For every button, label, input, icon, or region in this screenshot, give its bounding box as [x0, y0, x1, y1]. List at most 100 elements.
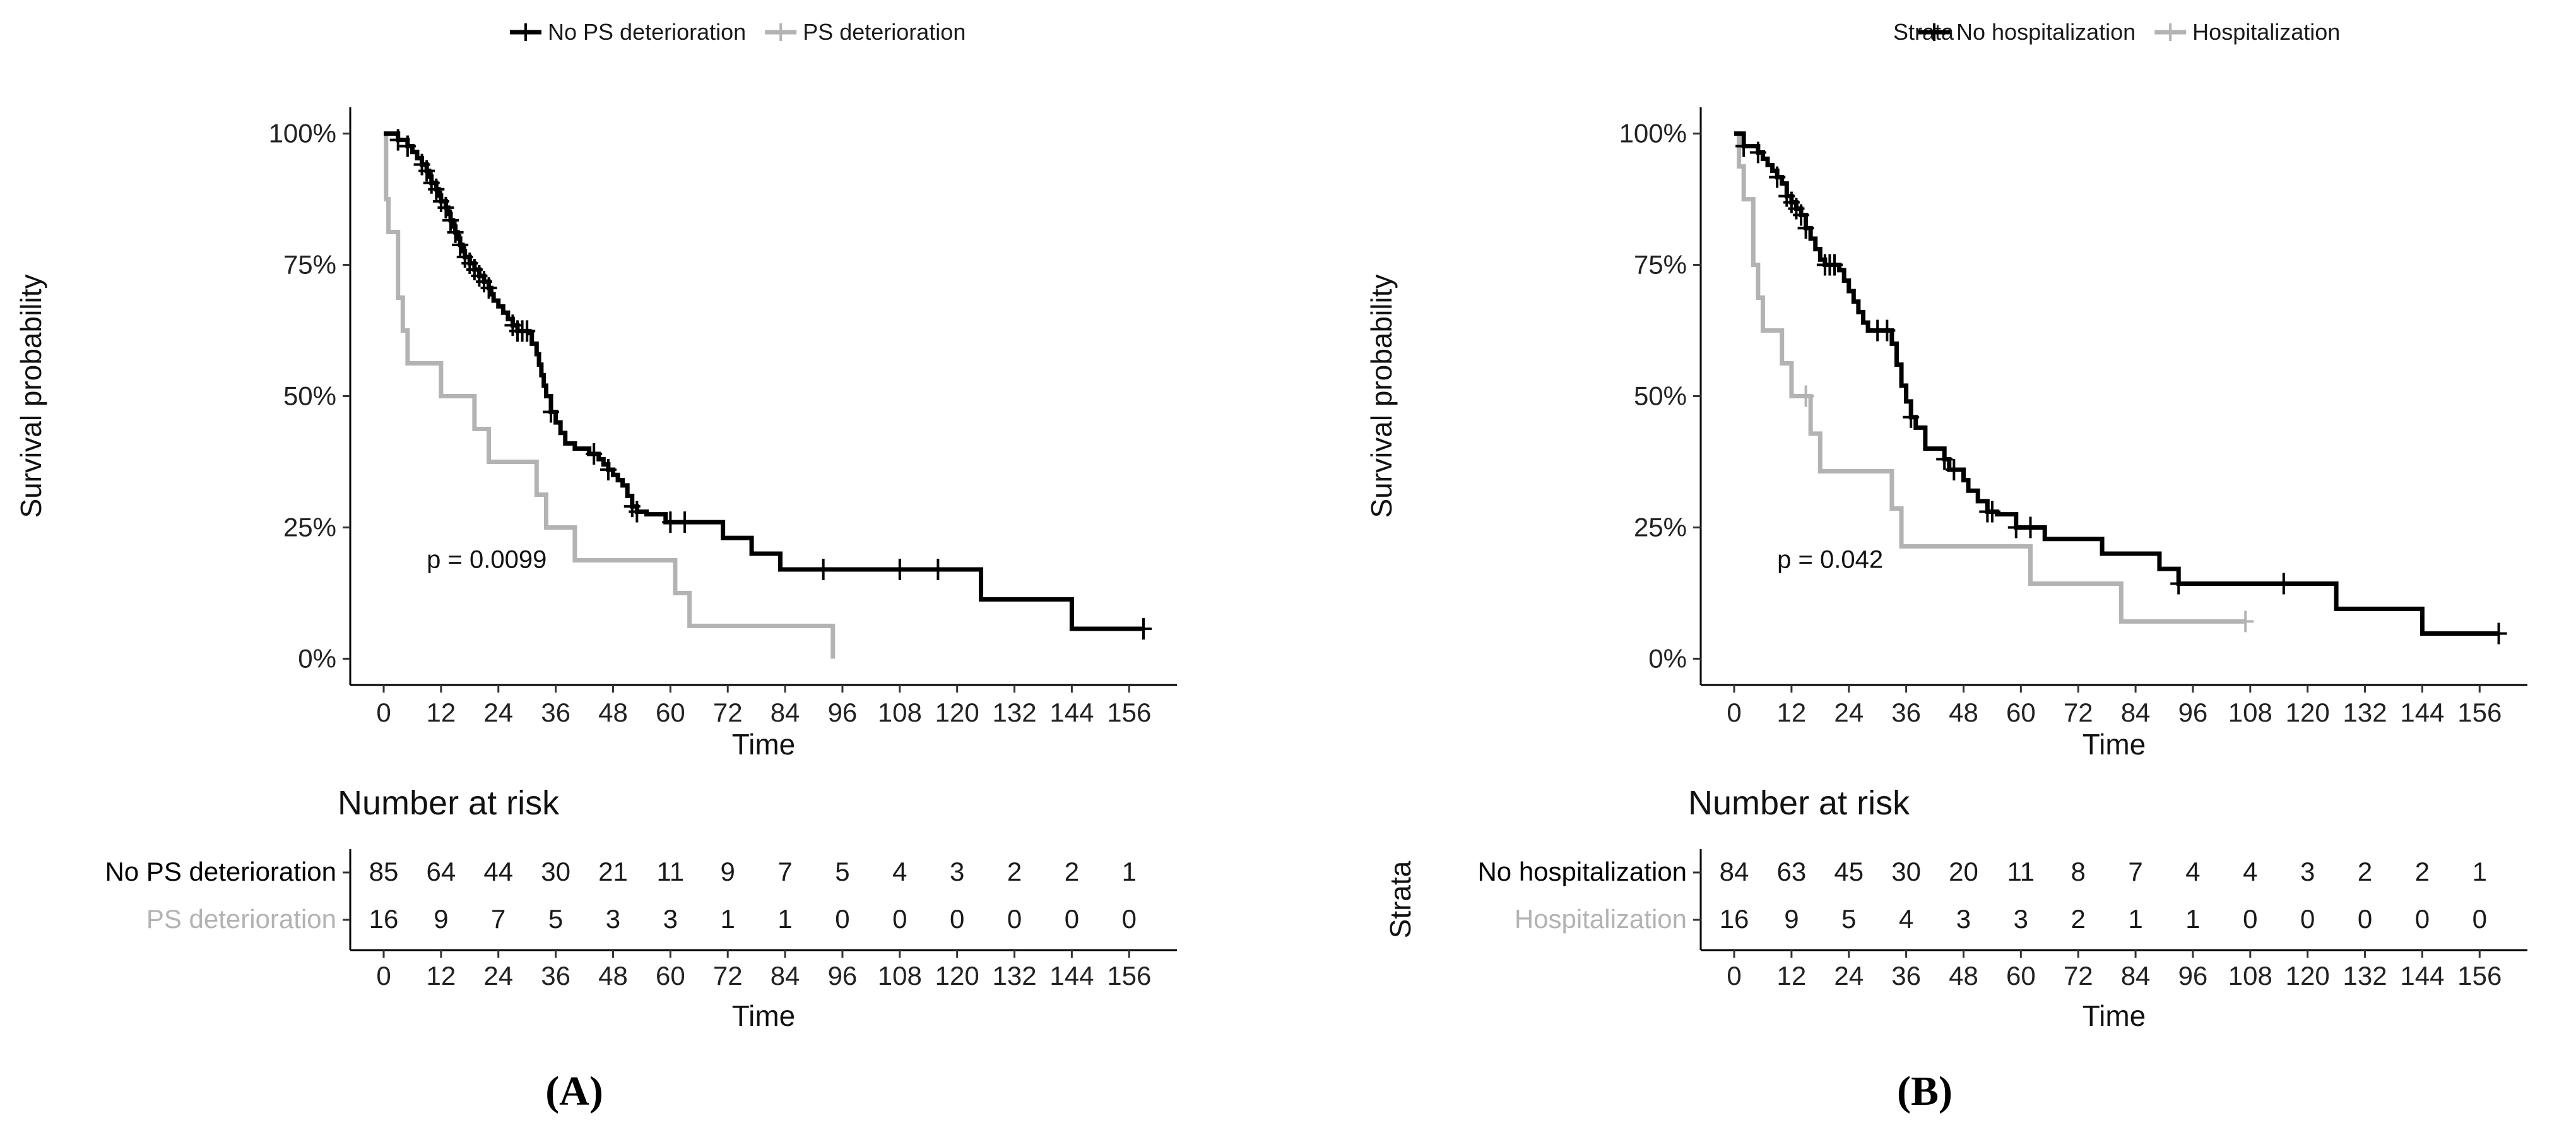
risk-table-row: PS deterioration 16 9 7 5 3 3 1 1 0 0 0 0 0 0 [146, 904, 1137, 934]
risk-x-tick-label: 36 [541, 961, 570, 991]
risk-x-tick-label: 0 [1727, 961, 1741, 991]
risk-row-label: Hospitalization [1515, 904, 1687, 934]
risk-x-tick-label: 84 [2121, 961, 2151, 991]
risk-count: 2 [2358, 857, 2372, 886]
risk-x-tick-label: 96 [2178, 961, 2208, 991]
legend-item: No PS deterioration [510, 19, 746, 45]
risk-x-tick-label: 48 [1949, 961, 1978, 991]
risk-row-label: PS deterioration [146, 904, 336, 934]
km-series-primary [384, 129, 1152, 640]
y-tick-label: 25% [283, 512, 336, 542]
risk-count: 0 [2243, 904, 2257, 934]
risk-count: 7 [2128, 857, 2142, 886]
y-tick-label: 0% [298, 643, 336, 673]
y-tick-label: 0% [1648, 643, 1687, 673]
risk-count: 85 [369, 857, 399, 886]
x-axis: 0 12 24 36 48 60 72 84 96 108 120 132 144 156 Time [350, 684, 1177, 761]
km-series-primary [1734, 131, 2507, 645]
legend-item: PS deterioration [765, 19, 966, 45]
risk-count: 7 [777, 857, 792, 886]
x-tick-label: 24 [1834, 698, 1864, 727]
risk-count: 0 [1122, 904, 1137, 934]
y-tick-label: 100% [269, 119, 336, 148]
risk-count: 0 [2473, 904, 2487, 934]
risk-count: 44 [483, 857, 513, 886]
risk-count: 0 [950, 904, 964, 934]
risk-count: 0 [1007, 904, 1022, 934]
risk-x-tick-label: 12 [1777, 961, 1807, 991]
risk-count: 3 [2300, 857, 2315, 886]
risk-count: 3 [2014, 904, 2028, 934]
x-tick-label: 132 [993, 698, 1037, 727]
risk-count: 0 [2415, 904, 2430, 934]
risk-count: 63 [1777, 857, 1807, 886]
risk-count: 0 [835, 904, 849, 934]
legend-label: PS deterioration [803, 19, 966, 45]
risk-count: 9 [434, 904, 448, 934]
risk-count: 5 [1841, 904, 1856, 934]
x-tick-label: 120 [935, 698, 979, 727]
risk-x-tick-label: 132 [2343, 961, 2387, 991]
risk-count: 2 [2071, 904, 2086, 934]
risk-table-x-title: Time [732, 999, 796, 1032]
x-tick-label: 144 [1049, 698, 1094, 727]
risk-table-row: No PS deterioration 85 64 44 30 21 11 9 7 5 4 3 2 2 1 [105, 857, 1137, 886]
y-axis: 0% 25% 50% 75% 100% Survival probability [15, 107, 352, 685]
x-tick-label: 132 [2343, 698, 2387, 727]
risk-count: 9 [1784, 904, 1799, 934]
risk-count: 11 [2007, 857, 2035, 886]
risk-count: 16 [369, 904, 399, 934]
risk-x-tick-label: 120 [935, 961, 979, 991]
x-tick-label: 96 [828, 698, 858, 727]
risk-x-tick-label: 144 [2400, 961, 2444, 991]
risk-count: 3 [606, 904, 620, 934]
risk-row-label: No PS deterioration [105, 857, 336, 886]
legend-label: No PS deterioration [548, 19, 746, 45]
km-series-secondary [1734, 131, 2254, 633]
risk-row-label: No hospitalization [1477, 857, 1687, 886]
x-tick-label: 36 [541, 698, 570, 727]
risk-count: 3 [663, 904, 678, 934]
y-tick-label: 100% [1619, 119, 1687, 148]
risk-count: 1 [1122, 857, 1137, 886]
risk-table-x-title: Time [2083, 999, 2146, 1032]
x-tick-label: 12 [1777, 698, 1807, 727]
x-tick-label: 0 [1727, 698, 1741, 727]
risk-count: 45 [1834, 857, 1864, 886]
x-tick-label: 144 [2400, 698, 2444, 727]
risk-count: 3 [1956, 904, 1971, 934]
risk-x-tick-label: 108 [878, 961, 922, 991]
x-tick-label: 72 [713, 698, 743, 727]
chart-panel-b: Strata No hospitalization Hospitalization 0… [1365, 19, 2527, 1114]
risk-x-tick-label: 84 [771, 961, 800, 991]
x-tick-label: 156 [2457, 698, 2502, 727]
risk-count: 0 [892, 904, 907, 934]
legend-item: No hospitalization [1918, 19, 2136, 45]
risk-count: 30 [1891, 857, 1921, 886]
risk-count: 0 [1065, 904, 1079, 934]
p-value-annotation: p = 0.042 [1777, 545, 1883, 573]
legend: Strata No hospitalization Hospitalization [1893, 19, 2340, 45]
y-tick-label: 50% [283, 381, 336, 411]
x-tick-label: 12 [427, 698, 456, 727]
x-tick-label: 96 [2178, 698, 2208, 727]
risk-x-tick-label: 60 [2006, 961, 2036, 991]
risk-count: 16 [1720, 904, 1749, 934]
risk-x-tick-label: 72 [713, 961, 743, 991]
risk-table-title: Number at risk [1688, 784, 1910, 822]
x-tick-label: 48 [598, 698, 628, 727]
panel-label: (A) [545, 1068, 603, 1114]
y-tick-label: 50% [1634, 381, 1687, 411]
x-tick-label: 60 [2006, 698, 2036, 727]
risk-x-tick-label: 24 [483, 961, 513, 991]
x-tick-label: 48 [1949, 698, 1978, 727]
risk-x-tick-label: 96 [828, 961, 858, 991]
chart-panel-a: No PS deterioration PS deterioration 0% 25%… [15, 19, 1177, 1114]
x-tick-label: 24 [483, 698, 513, 727]
risk-count: 4 [1899, 904, 1913, 934]
legend: No PS deterioration PS deterioration [510, 19, 966, 45]
legend-label: Hospitalization [2192, 19, 2340, 45]
x-axis: 0 12 24 36 48 60 72 84 96 108 120 132 144 156 Time [1701, 684, 2527, 761]
